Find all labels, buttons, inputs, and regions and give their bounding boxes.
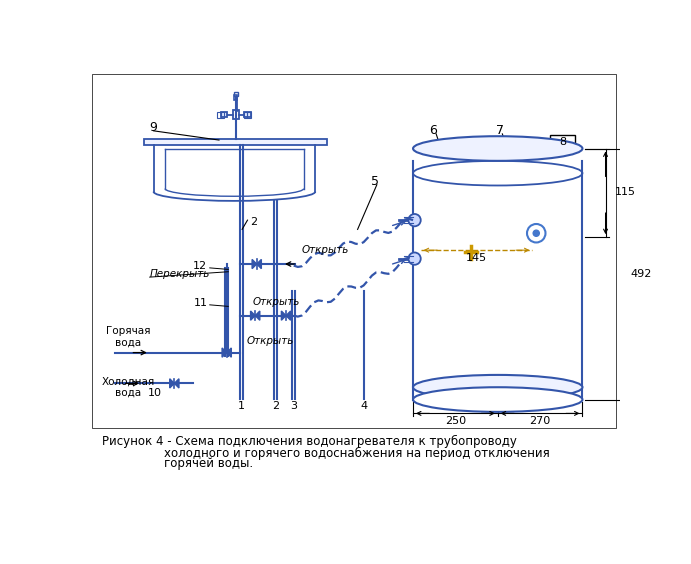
Polygon shape: [174, 379, 179, 388]
Text: Горячая
вода: Горячая вода: [106, 327, 151, 348]
Bar: [218, 112, 220, 118]
Text: 6: 6: [429, 124, 437, 137]
Text: 10: 10: [148, 387, 162, 398]
Text: 270: 270: [529, 416, 551, 426]
Text: Рисунок 4 - Схема подключения водонагревателя к трубопроводу: Рисунок 4 - Схема подключения водонагрев…: [102, 435, 517, 448]
Bar: [234, 92, 238, 96]
Text: 9: 9: [150, 121, 158, 134]
Text: 115: 115: [615, 187, 636, 197]
Bar: [247, 112, 251, 118]
Text: 7: 7: [496, 124, 504, 137]
Text: 2: 2: [250, 217, 257, 227]
Polygon shape: [170, 379, 174, 388]
Text: Открыть: Открыть: [301, 245, 349, 255]
Ellipse shape: [413, 136, 583, 161]
Polygon shape: [286, 311, 291, 320]
Text: 12: 12: [193, 261, 207, 271]
Text: Перекрыть: Перекрыть: [150, 269, 210, 279]
Ellipse shape: [408, 253, 421, 265]
Bar: [245, 112, 252, 117]
Bar: [550, 135, 575, 149]
Bar: [92, 74, 616, 428]
Bar: [220, 112, 227, 117]
Text: 8: 8: [559, 138, 566, 147]
Text: 11: 11: [193, 298, 207, 307]
Bar: [233, 110, 239, 119]
Polygon shape: [255, 311, 260, 320]
Text: 5: 5: [370, 175, 379, 188]
Text: Открыть: Открыть: [253, 297, 301, 307]
Polygon shape: [222, 348, 227, 357]
Bar: [144, 139, 327, 145]
Text: горячей воды.: горячей воды.: [164, 457, 253, 470]
Polygon shape: [281, 311, 286, 320]
Text: Открыть: Открыть: [247, 336, 294, 346]
Ellipse shape: [408, 214, 421, 226]
Text: 2: 2: [272, 402, 278, 412]
Text: 1: 1: [238, 402, 245, 412]
Bar: [245, 112, 247, 118]
Text: 4: 4: [360, 402, 368, 412]
Ellipse shape: [413, 375, 583, 399]
Polygon shape: [257, 259, 261, 268]
Polygon shape: [227, 348, 231, 357]
Text: Холодная
вода: Холодная вода: [102, 376, 155, 398]
Bar: [234, 95, 238, 100]
Text: холодного и горячего водоснабжения на период отключения: холодного и горячего водоснабжения на пе…: [164, 447, 549, 460]
Text: 3: 3: [290, 402, 297, 412]
Text: 250: 250: [445, 416, 466, 426]
Polygon shape: [252, 259, 257, 268]
Polygon shape: [251, 311, 255, 320]
Ellipse shape: [533, 230, 539, 236]
Text: 492: 492: [630, 269, 652, 279]
Text: 145: 145: [466, 253, 486, 263]
Bar: [220, 112, 224, 118]
Ellipse shape: [413, 387, 583, 412]
